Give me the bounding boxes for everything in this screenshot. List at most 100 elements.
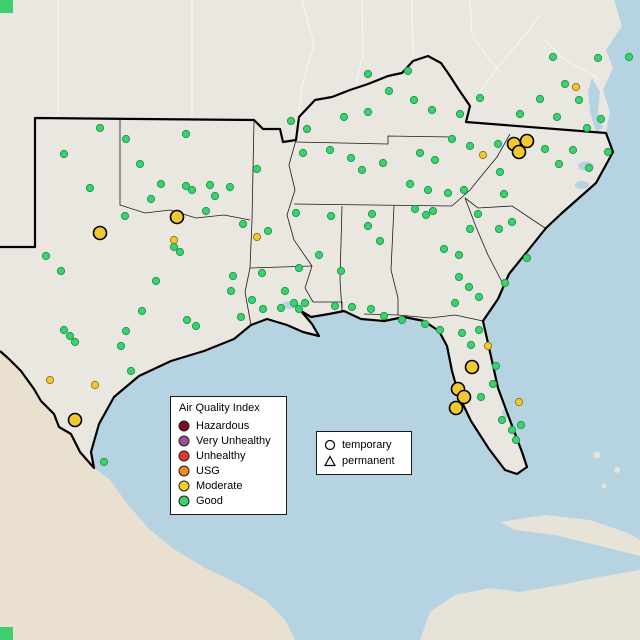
station-marker-moderate-temporary[interactable] — [456, 389, 472, 405]
station-marker-moderate[interactable] — [478, 150, 488, 160]
station-marker-good[interactable] — [409, 95, 419, 105]
station-marker-good[interactable] — [447, 134, 457, 144]
station-marker-good[interactable] — [455, 109, 465, 119]
station-marker-good[interactable] — [116, 341, 126, 351]
station-marker-good[interactable] — [450, 298, 460, 308]
station-marker-good[interactable] — [247, 295, 257, 305]
station-marker-good[interactable] — [182, 315, 192, 325]
station-marker-good[interactable] — [428, 206, 438, 216]
station-marker-good[interactable] — [291, 208, 301, 218]
station-marker-good[interactable] — [474, 292, 484, 302]
station-marker-good[interactable] — [346, 153, 356, 163]
station-marker-good[interactable] — [289, 298, 299, 308]
station-marker-moderate-temporary[interactable] — [464, 359, 480, 375]
station-marker-good[interactable] — [568, 145, 578, 155]
station-marker-good[interactable] — [257, 268, 267, 278]
station-marker-good[interactable] — [475, 93, 485, 103]
station-marker-good[interactable] — [415, 148, 425, 158]
station-marker-good[interactable] — [363, 221, 373, 231]
station-marker-good[interactable] — [403, 66, 413, 76]
station-marker-good[interactable] — [326, 211, 336, 221]
station-marker-good[interactable] — [137, 306, 147, 316]
station-marker-good[interactable] — [226, 286, 236, 296]
station-marker-good[interactable] — [430, 155, 440, 165]
station-marker-good[interactable] — [427, 105, 437, 115]
station-marker-good[interactable] — [582, 123, 592, 133]
station-marker-good[interactable] — [121, 134, 131, 144]
station-marker-good[interactable] — [405, 179, 415, 189]
station-marker-moderate[interactable] — [252, 232, 262, 242]
station-marker-good[interactable] — [363, 107, 373, 117]
station-marker-good[interactable] — [454, 250, 464, 260]
station-marker-good[interactable] — [540, 144, 550, 154]
station-marker-good[interactable] — [459, 185, 469, 195]
station-marker-good[interactable] — [65, 331, 75, 341]
station-marker-good[interactable] — [187, 185, 197, 195]
station-marker-good[interactable] — [59, 149, 69, 159]
station-marker-good[interactable] — [210, 191, 220, 201]
station-marker-moderate-temporary[interactable] — [511, 144, 527, 160]
station-marker-good[interactable] — [252, 164, 262, 174]
station-marker-good[interactable] — [375, 236, 385, 246]
station-marker-good[interactable] — [379, 311, 389, 321]
station-marker-moderate[interactable] — [45, 375, 55, 385]
station-marker-good[interactable] — [99, 457, 109, 467]
station-marker-good[interactable] — [41, 251, 51, 261]
station-marker-good[interactable] — [423, 185, 433, 195]
station-marker-good[interactable] — [494, 224, 504, 234]
station-marker-good[interactable] — [497, 415, 507, 425]
station-marker-good[interactable] — [56, 266, 66, 276]
station-marker-good[interactable] — [151, 276, 161, 286]
station-marker-good[interactable] — [378, 158, 388, 168]
station-marker-moderate-temporary[interactable] — [169, 209, 185, 225]
station-marker-good[interactable] — [548, 52, 558, 62]
station-marker-good[interactable] — [258, 304, 268, 314]
station-marker-moderate[interactable] — [169, 235, 179, 245]
station-marker-good[interactable] — [522, 253, 532, 263]
station-marker-good[interactable] — [367, 209, 377, 219]
station-marker-good[interactable] — [624, 52, 634, 62]
station-marker-good[interactable] — [120, 211, 130, 221]
station-marker-good[interactable] — [443, 188, 453, 198]
station-marker-good[interactable] — [511, 435, 521, 445]
station-marker-good[interactable] — [474, 325, 484, 335]
station-marker-good[interactable] — [516, 420, 526, 430]
station-marker-good[interactable] — [205, 180, 215, 190]
station-marker-good[interactable] — [181, 129, 191, 139]
station-marker-good[interactable] — [314, 250, 324, 260]
station-marker-good[interactable] — [276, 303, 286, 313]
station-marker-good[interactable] — [476, 392, 486, 402]
station-marker-good[interactable] — [339, 112, 349, 122]
station-marker-good[interactable] — [493, 139, 503, 149]
station-marker-moderate-temporary[interactable] — [519, 133, 535, 149]
station-marker-good[interactable] — [300, 298, 310, 308]
station-marker-good[interactable] — [95, 123, 105, 133]
station-marker-good[interactable] — [560, 79, 570, 89]
station-marker-good[interactable] — [552, 112, 562, 122]
station-marker-good[interactable] — [330, 301, 340, 311]
station-marker-good[interactable] — [435, 325, 445, 335]
station-marker-good[interactable] — [238, 219, 248, 229]
station-marker-good[interactable] — [181, 181, 191, 191]
station-marker-good[interactable] — [507, 425, 517, 435]
station-marker-good[interactable] — [59, 325, 69, 335]
station-marker-good[interactable] — [302, 124, 312, 134]
station-marker-good[interactable] — [454, 272, 464, 282]
station-marker-good[interactable] — [420, 319, 430, 329]
station-marker-good[interactable] — [357, 165, 367, 175]
station-marker-good[interactable] — [574, 95, 584, 105]
station-marker-good[interactable] — [457, 328, 467, 338]
station-marker-good[interactable] — [488, 379, 498, 389]
station-marker-good[interactable] — [228, 271, 238, 281]
station-marker-moderate[interactable] — [514, 397, 524, 407]
station-marker-good[interactable] — [554, 159, 564, 169]
station-marker-moderate-temporary[interactable] — [92, 225, 108, 241]
station-marker-good[interactable] — [347, 302, 357, 312]
station-marker-moderate[interactable] — [90, 380, 100, 390]
station-marker-good[interactable] — [135, 159, 145, 169]
station-marker-good[interactable] — [363, 69, 373, 79]
station-marker-moderate-temporary[interactable] — [67, 412, 83, 428]
station-marker-good[interactable] — [294, 263, 304, 273]
station-marker-good[interactable] — [263, 226, 273, 236]
station-marker-good[interactable] — [584, 163, 594, 173]
